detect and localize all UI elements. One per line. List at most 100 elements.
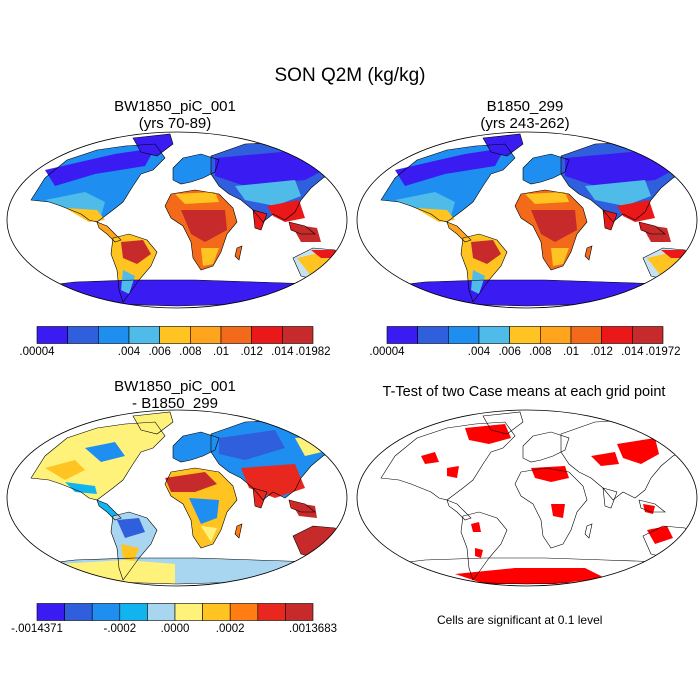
panel-1-colorbar-labels: .00004 .004 .006 .008 .01 .012 .014.01982 (19, 346, 330, 360)
maritime-continent (641, 224, 671, 242)
siberia-neg (219, 430, 285, 460)
colorbar-tick-label: .0013683 (289, 623, 337, 635)
panel-1-map (6, 131, 348, 309)
colorbar-box (257, 603, 286, 621)
coast-africa (514, 189, 588, 271)
coast-nz (343, 277, 347, 289)
coast-na (380, 421, 516, 501)
coast-greenland (132, 411, 174, 435)
colorbar-tick-label: .008 (529, 346, 552, 358)
coast-nz (693, 277, 697, 289)
colorbar-box (509, 326, 541, 344)
sig-sa-south (475, 548, 483, 558)
coast-madagascar (234, 523, 243, 539)
land-eur (173, 432, 219, 462)
panel-3-title: BW1850_piC_001 - B1850_299 (25, 378, 325, 412)
colorbar-box (601, 326, 633, 344)
colorbar-tick-label: .00004 (19, 346, 55, 358)
east-asia (267, 200, 305, 222)
maritime-continent (291, 224, 321, 242)
amazon-neg (117, 518, 145, 538)
colorbar-tick-label: .01 (563, 346, 579, 358)
coast-india (252, 209, 268, 231)
na-south-neg (65, 482, 97, 494)
land-antarctica (25, 558, 335, 584)
panel-2-title: B1850_299 (yrs 243-262) (375, 98, 675, 132)
colorbar-box (202, 603, 231, 621)
panel-3-colorbar-labels: -.0014371 -.0002 .0000 .0002 .0013683 (11, 623, 337, 637)
africa-tropics (181, 210, 227, 242)
colorbar-box (174, 603, 203, 621)
coast-eur (522, 153, 570, 185)
sahel-pos (165, 472, 217, 492)
sa-south (471, 270, 485, 294)
colorbar-tick-label: .014 (271, 346, 294, 358)
sig-sahara (531, 466, 569, 482)
coast-ca (446, 499, 472, 521)
coast-madagascar (234, 245, 243, 261)
colorbar-tick-label: .0002 (215, 623, 245, 635)
central-asia (585, 180, 651, 206)
colorbar-box (540, 326, 572, 344)
coast-madagascar (584, 523, 593, 539)
maritime-pos (291, 502, 317, 518)
sahara-north (175, 192, 219, 204)
colorbar-box (632, 326, 664, 344)
panel-1-title: BW1850_piC_001 (yrs 70-89) (25, 98, 325, 132)
coast-eur (172, 431, 220, 463)
coast-eur (522, 431, 570, 463)
panel-3-title-line1: BW1850_piC_001 (114, 378, 236, 395)
na-arctic (395, 148, 505, 186)
sig-greenland-arctic (465, 424, 511, 444)
coast-eur (172, 153, 220, 185)
colorbar-box (282, 326, 314, 344)
land-greenland (133, 412, 173, 434)
panel-1-colorbar (36, 326, 314, 344)
colorbar-box (448, 326, 480, 344)
panel-2-title-line2: (yrs 243-262) (480, 115, 570, 132)
colorbar-box (98, 326, 130, 344)
coast-sa (460, 511, 508, 581)
coast-ca (96, 499, 122, 521)
coast-madagascar (584, 245, 593, 261)
panel-3-colorbar (36, 603, 314, 621)
east-asia (617, 200, 655, 222)
land-antarctica (375, 280, 685, 306)
central-asia (235, 180, 301, 206)
na-east-neg (85, 442, 125, 462)
coast-sa (110, 511, 158, 581)
coast-nz (343, 555, 347, 567)
colorbar-tick-label: .01972 (645, 346, 681, 358)
panel-2-colorbar-labels: .00004 .004 .006 .008 .01 .012 .014.01972 (369, 346, 680, 360)
coast-ca (446, 221, 472, 243)
colorbar-box (67, 326, 99, 344)
colorbar-box (64, 603, 93, 621)
map-border (6, 409, 348, 587)
panel-2-colorbar (386, 326, 664, 344)
panel-2-map (356, 131, 698, 309)
coast-na (30, 143, 166, 223)
colorbar-box (570, 326, 602, 344)
colorbar-tick-label: .008 (179, 346, 202, 358)
panel-3-map (6, 409, 348, 587)
panel-1-title-line1: BW1850_piC_001 (114, 98, 236, 115)
colorbar-tick-label: .006 (148, 346, 171, 358)
panel-2-title-line1: B1850_299 (486, 98, 564, 115)
africa-tropics (531, 210, 577, 242)
coast-africa (164, 189, 238, 271)
sig-central-africa (551, 504, 565, 518)
coast-greenland (132, 133, 174, 157)
figure-title: SON Q2M (kg/kg) (274, 65, 426, 86)
sig-north-asia (617, 438, 659, 464)
panel-1-title-line2: (yrs 70-89) (138, 115, 212, 132)
coast-seasia (638, 499, 666, 513)
colorbar-box (478, 326, 510, 344)
africa-south-pos (201, 526, 217, 542)
colorbar-box (229, 603, 259, 621)
colorbar-box (36, 603, 65, 621)
land-india (253, 210, 267, 230)
colorbar-box (128, 326, 160, 344)
coast-ca (96, 221, 122, 243)
colorbar-tick-label: .0000 (160, 623, 190, 635)
sig-na-west (421, 452, 439, 464)
